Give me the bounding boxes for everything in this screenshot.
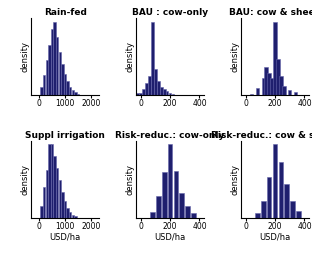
Bar bbox=[288, 90, 291, 95]
Bar bbox=[267, 73, 271, 95]
Bar bbox=[154, 69, 157, 95]
Bar bbox=[296, 211, 301, 218]
Bar bbox=[255, 213, 260, 218]
Bar bbox=[294, 92, 297, 95]
Bar bbox=[169, 93, 171, 95]
Bar bbox=[162, 172, 167, 218]
Bar bbox=[136, 93, 139, 95]
Bar bbox=[151, 22, 154, 95]
Bar bbox=[256, 88, 259, 95]
Bar bbox=[53, 22, 56, 95]
Y-axis label: density: density bbox=[231, 41, 240, 72]
Bar bbox=[179, 193, 184, 218]
Bar bbox=[74, 92, 77, 95]
Y-axis label: density: density bbox=[126, 164, 135, 195]
Bar bbox=[250, 94, 253, 95]
Bar bbox=[142, 89, 145, 95]
Bar bbox=[172, 94, 174, 95]
Bar bbox=[48, 144, 51, 218]
Bar bbox=[61, 192, 64, 218]
Bar bbox=[261, 201, 266, 218]
Y-axis label: density: density bbox=[126, 41, 135, 72]
Bar bbox=[191, 213, 196, 218]
Bar bbox=[66, 81, 69, 95]
Bar bbox=[69, 87, 71, 95]
Bar bbox=[72, 215, 74, 218]
X-axis label: USD/ha: USD/ha bbox=[259, 232, 291, 241]
Bar bbox=[51, 144, 53, 218]
Bar bbox=[72, 90, 74, 95]
Bar bbox=[267, 177, 271, 218]
Bar bbox=[150, 212, 155, 218]
Title: Risk-reduc.: cow & sheep: Risk-reduc.: cow & sheep bbox=[211, 131, 312, 140]
Bar bbox=[148, 76, 151, 95]
Bar bbox=[43, 187, 46, 218]
Bar bbox=[64, 201, 66, 218]
Bar bbox=[61, 64, 64, 95]
Y-axis label: density: density bbox=[21, 41, 30, 72]
Bar bbox=[285, 184, 289, 218]
Bar bbox=[185, 206, 190, 218]
Title: Suppl irrigation: Suppl irrigation bbox=[25, 131, 105, 140]
Y-axis label: density: density bbox=[21, 164, 30, 195]
Bar bbox=[163, 89, 165, 95]
Bar bbox=[41, 206, 43, 218]
Title: BAU : cow-only: BAU : cow-only bbox=[132, 8, 208, 17]
Bar bbox=[48, 45, 51, 95]
Bar bbox=[64, 73, 66, 95]
Title: Rain-fed: Rain-fed bbox=[44, 8, 86, 17]
Bar bbox=[173, 171, 178, 218]
Bar bbox=[279, 77, 283, 95]
Bar bbox=[41, 87, 43, 95]
Bar bbox=[77, 93, 79, 95]
Bar bbox=[53, 156, 56, 218]
Bar bbox=[69, 212, 71, 218]
X-axis label: USD/ha: USD/ha bbox=[154, 232, 186, 241]
Bar bbox=[156, 196, 161, 218]
Title: Risk-reduc.: cow-only: Risk-reduc.: cow-only bbox=[115, 131, 225, 140]
Bar bbox=[56, 168, 58, 218]
Bar bbox=[74, 216, 77, 218]
Bar bbox=[56, 37, 58, 95]
Bar bbox=[271, 78, 274, 95]
Bar bbox=[168, 144, 173, 218]
Bar bbox=[51, 29, 53, 95]
Bar bbox=[59, 52, 61, 95]
Bar bbox=[273, 22, 277, 95]
Bar bbox=[46, 170, 48, 218]
Bar bbox=[59, 180, 61, 218]
Bar bbox=[282, 86, 285, 95]
Bar bbox=[273, 144, 277, 218]
Title: BAU: cow & sheep: BAU: cow & sheep bbox=[229, 8, 312, 17]
Bar bbox=[46, 60, 48, 95]
Bar bbox=[160, 87, 163, 95]
Bar bbox=[43, 76, 46, 95]
Bar bbox=[261, 78, 265, 95]
Bar bbox=[166, 91, 168, 95]
Bar bbox=[290, 201, 295, 218]
Bar bbox=[279, 162, 283, 218]
Bar bbox=[276, 59, 280, 95]
Bar bbox=[265, 67, 268, 95]
X-axis label: USD/ha: USD/ha bbox=[49, 232, 81, 241]
Bar bbox=[66, 208, 69, 218]
Bar bbox=[145, 83, 148, 95]
Bar bbox=[139, 93, 142, 95]
Bar bbox=[157, 81, 160, 95]
Y-axis label: density: density bbox=[231, 164, 240, 195]
